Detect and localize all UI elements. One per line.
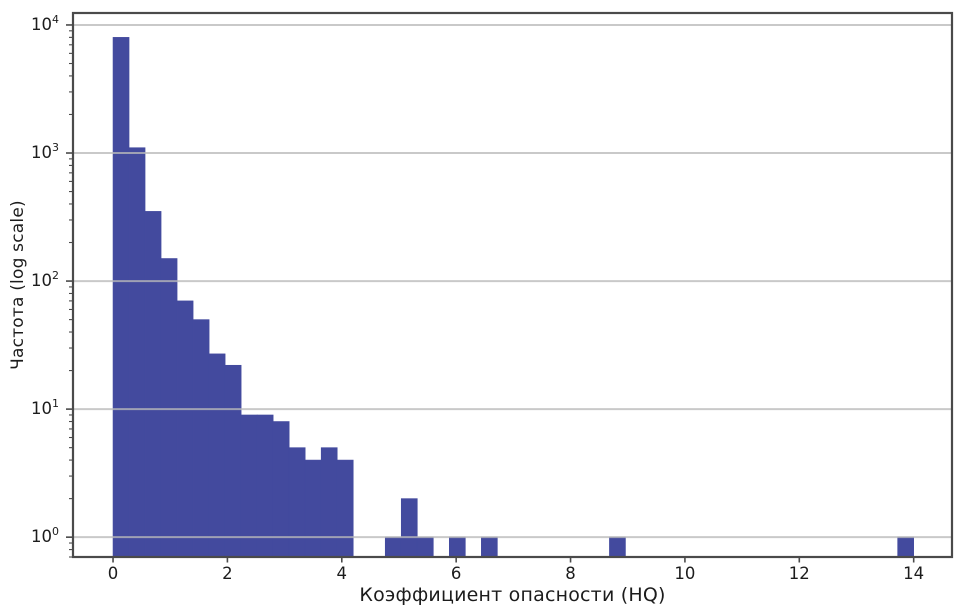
- histogram-bar: [256, 414, 274, 558]
- x-axis-label: Коэффициент опасности (HQ): [359, 584, 666, 606]
- histogram-bar: [304, 459, 322, 558]
- x-tick-label: 0: [108, 564, 119, 583]
- histogram-bar: [208, 353, 226, 558]
- y-tick-label: 102: [31, 269, 59, 290]
- y-tick-label: 103: [31, 141, 59, 162]
- x-tick-label: 14: [903, 564, 924, 583]
- x-tick-label: 10: [674, 564, 695, 583]
- histogram-bar: [112, 37, 130, 558]
- plot-border: [71, 11, 954, 559]
- histogram-bar: [224, 364, 242, 558]
- x-tick-label: 4: [337, 564, 348, 583]
- histogram-bar: [897, 536, 914, 558]
- y-tick-label: 104: [31, 13, 59, 34]
- histogram-bar: [609, 536, 626, 558]
- histogram-bar: [449, 536, 466, 558]
- histogram-bar: [128, 147, 146, 558]
- y-tick-label: 100: [31, 525, 59, 546]
- histogram-bar: [176, 300, 194, 558]
- histogram-bar: [160, 258, 178, 558]
- histogram-bar: [416, 536, 434, 558]
- x-tick-label: 2: [222, 564, 233, 583]
- histogram-bar: [336, 459, 354, 558]
- y-tick-label: 101: [31, 397, 59, 418]
- histogram-bar: [481, 536, 498, 558]
- histogram-bar: [240, 414, 258, 558]
- histogram-bar: [320, 447, 338, 558]
- x-tick-label: 12: [789, 564, 810, 583]
- x-tick-label: 6: [451, 564, 462, 583]
- histogram-bar: [384, 536, 402, 558]
- histogram-bar: [400, 498, 418, 558]
- histogram-bar: [144, 211, 162, 558]
- y-axis-label: Частота (log scale): [8, 200, 28, 370]
- histogram-bar: [288, 447, 306, 558]
- histogram-bar: [192, 319, 210, 558]
- x-tick-label: 8: [565, 564, 576, 583]
